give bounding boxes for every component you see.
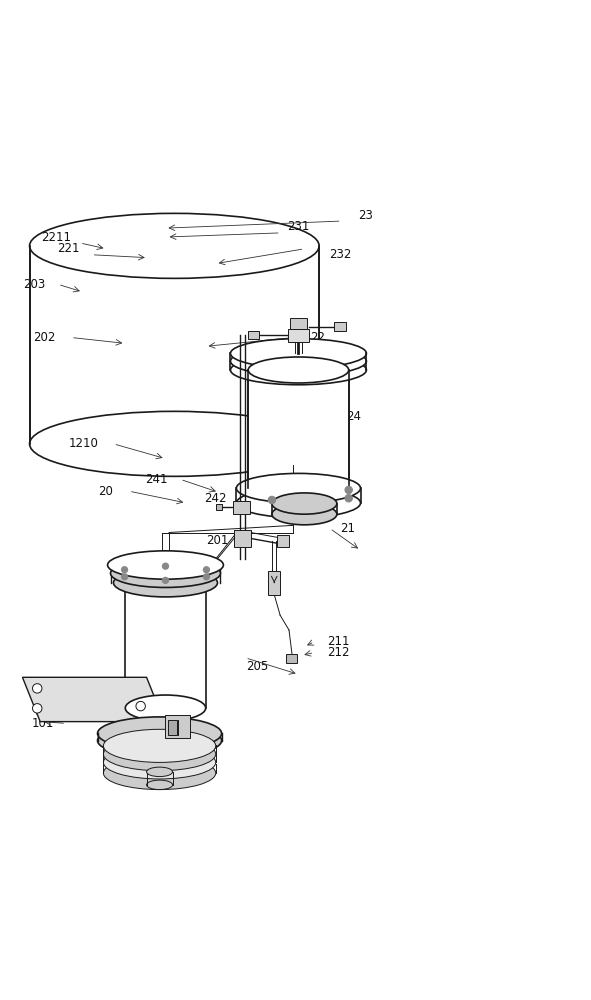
- Ellipse shape: [98, 724, 222, 757]
- Ellipse shape: [236, 473, 361, 503]
- Circle shape: [203, 567, 209, 573]
- Text: 242: 242: [204, 492, 227, 505]
- Text: 202: 202: [33, 331, 56, 344]
- Ellipse shape: [230, 355, 366, 385]
- Ellipse shape: [30, 213, 319, 278]
- Bar: [233, 501, 250, 514]
- Ellipse shape: [111, 559, 220, 587]
- Text: 101: 101: [31, 717, 54, 730]
- Text: 211: 211: [327, 635, 349, 648]
- Ellipse shape: [125, 695, 206, 721]
- Circle shape: [122, 574, 128, 580]
- Bar: [248, 370, 349, 488]
- Circle shape: [345, 495, 352, 502]
- Ellipse shape: [272, 504, 337, 525]
- Bar: [268, 571, 280, 595]
- Text: 23: 23: [358, 209, 373, 222]
- Circle shape: [268, 496, 275, 504]
- Circle shape: [345, 486, 352, 493]
- Text: 20: 20: [98, 485, 113, 498]
- Text: 22: 22: [310, 331, 326, 344]
- Ellipse shape: [103, 756, 216, 790]
- Text: 10: 10: [35, 705, 50, 718]
- Ellipse shape: [103, 738, 216, 771]
- Text: 231: 231: [287, 220, 310, 233]
- Bar: [248, 331, 259, 339]
- Bar: [288, 329, 309, 342]
- Bar: [277, 535, 289, 547]
- Text: 212: 212: [327, 646, 349, 659]
- Text: 205: 205: [246, 660, 268, 673]
- Text: 201: 201: [206, 534, 229, 547]
- Ellipse shape: [230, 346, 366, 376]
- Text: 243: 243: [315, 420, 337, 433]
- Ellipse shape: [230, 339, 366, 368]
- Ellipse shape: [113, 569, 217, 597]
- Bar: [234, 530, 251, 547]
- Ellipse shape: [272, 493, 337, 514]
- Text: 24: 24: [346, 410, 361, 423]
- Text: 1210: 1210: [69, 437, 99, 450]
- Ellipse shape: [98, 717, 222, 750]
- Text: 241: 241: [145, 473, 168, 486]
- Bar: [168, 720, 177, 735]
- Bar: [334, 322, 346, 331]
- Circle shape: [33, 684, 42, 693]
- Ellipse shape: [236, 488, 361, 518]
- Bar: [125, 583, 206, 708]
- Bar: [286, 654, 297, 663]
- Bar: [216, 504, 222, 510]
- Ellipse shape: [30, 411, 319, 476]
- Text: 2211: 2211: [41, 231, 71, 244]
- Ellipse shape: [147, 767, 173, 777]
- Circle shape: [33, 704, 42, 713]
- Bar: [30, 246, 319, 444]
- Ellipse shape: [248, 357, 349, 383]
- Text: 204: 204: [249, 405, 271, 418]
- Text: 21: 21: [340, 522, 355, 535]
- Ellipse shape: [147, 780, 173, 790]
- Ellipse shape: [103, 729, 216, 762]
- Circle shape: [136, 701, 145, 711]
- Text: 203: 203: [23, 278, 46, 291]
- Text: 25: 25: [316, 437, 332, 450]
- Ellipse shape: [103, 746, 216, 779]
- Text: 221: 221: [57, 242, 79, 255]
- Circle shape: [163, 577, 168, 583]
- Circle shape: [122, 567, 128, 573]
- Text: 232: 232: [329, 248, 351, 261]
- Circle shape: [163, 563, 168, 569]
- Circle shape: [203, 574, 209, 580]
- Polygon shape: [22, 677, 164, 722]
- Bar: [165, 715, 190, 738]
- Ellipse shape: [108, 551, 223, 579]
- Bar: [290, 318, 307, 329]
